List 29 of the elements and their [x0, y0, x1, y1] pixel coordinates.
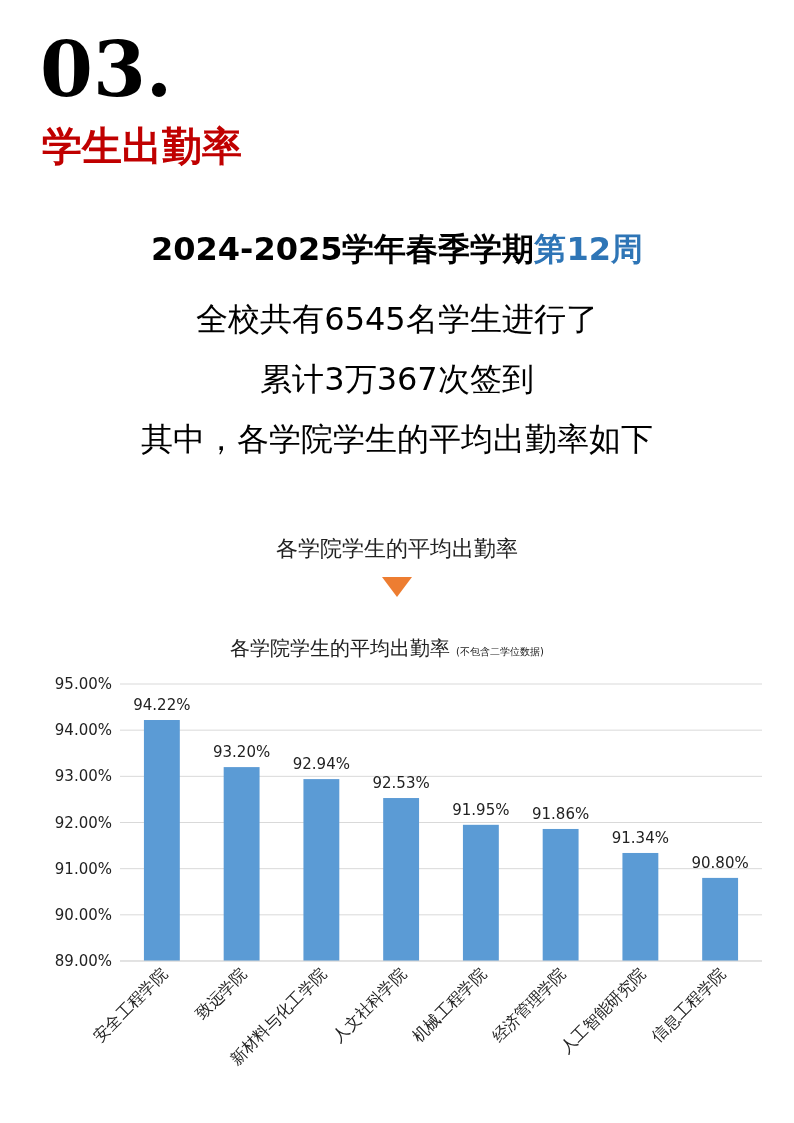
text: 学生出勤率 [42, 123, 242, 169]
text: 2024-2025学年春季学期 [151, 230, 535, 268]
data-label: 92.94% [292, 755, 350, 774]
chart-subtitle: (不包含二学位数据) [456, 646, 544, 657]
data-label: 91.34% [611, 828, 669, 847]
x-tick-label: 人文社科学院 [328, 964, 410, 1046]
y-tick-label: 89.00% [54, 952, 112, 970]
text: 累计3万367次签到 [260, 360, 534, 398]
data-label: 92.53% [372, 774, 430, 793]
y-tick-label: 90.00% [54, 905, 112, 924]
text: 其中，各学院学生的平均出勤率如下 [141, 420, 653, 458]
data-label: 90.80% [691, 853, 749, 872]
x-tick-label: 致远学院 [191, 964, 251, 1024]
text: 第12周 [533, 230, 643, 268]
data-label: 94.22% [133, 696, 191, 715]
data-label: 91.86% [532, 804, 590, 823]
y-tick-label: 91.00% [54, 859, 112, 878]
text: 全校共有6545名学生进行了 [196, 300, 598, 338]
data-label: 91.95% [452, 800, 510, 819]
data-label: 93.20% [213, 743, 271, 762]
x-tick-label: 信息工程学院 [647, 964, 729, 1046]
y-tick-label: 94.00% [54, 721, 112, 740]
x-tick-label: 机械工程学院 [408, 964, 490, 1046]
chart-title: 各学院学生的平均出勤率 [230, 636, 451, 660]
y-tick-label: 93.00% [54, 767, 112, 786]
y-tick-label: 95.00% [54, 675, 112, 693]
text: 各学院学生的平均出勤率 [276, 536, 518, 561]
text: 03. [40, 25, 173, 114]
y-tick-label: 92.00% [54, 813, 112, 832]
